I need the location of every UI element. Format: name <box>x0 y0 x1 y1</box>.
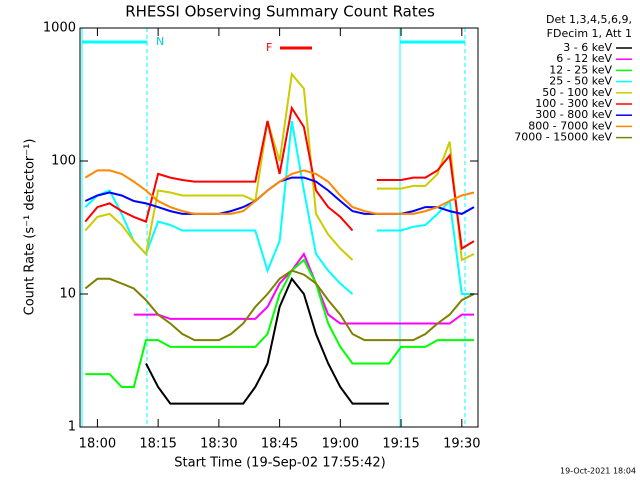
series-line <box>84 120 474 295</box>
series-line <box>84 169 475 215</box>
flare-label: F <box>266 41 272 54</box>
x-tick-label: 18:15 <box>139 437 176 452</box>
plot-area <box>84 71 475 405</box>
x-tick-label: 18:45 <box>261 437 298 452</box>
legend-label: 3 - 6 keV <box>563 41 612 54</box>
legend-title: Det 1,3,4,5,6,9, <box>546 13 632 26</box>
x-tick-label: 19:00 <box>322 437 359 452</box>
legend-label: 300 - 800 keV <box>535 108 612 121</box>
y-tick-label: 10 <box>59 287 76 302</box>
x-tick-label: 19:30 <box>443 437 480 452</box>
timestamp: 19-Oct-2021 18:04 <box>560 467 636 476</box>
legend-label: 12 - 25 keV <box>549 63 612 76</box>
legend-label: 7000 - 15000 keV <box>514 131 612 144</box>
x-tick-label: 18:30 <box>200 437 237 452</box>
series-line <box>85 258 474 388</box>
plot-frame <box>79 27 479 428</box>
legend-title: FDecim 1, Att 1 <box>547 27 632 40</box>
x-tick-label: 19:15 <box>382 437 419 452</box>
legend-label: 800 - 7000 keV <box>528 119 612 132</box>
x-tick-label: 18:00 <box>79 437 116 452</box>
y-axis-label: Count Rate (s⁻¹ detector⁻¹) <box>23 139 38 316</box>
series-line <box>133 251 474 325</box>
series-line <box>84 269 475 342</box>
series-line <box>145 276 389 405</box>
orbit-markers <box>81 28 466 427</box>
y-tick-label: 100 <box>51 154 76 169</box>
chart-title: RHESSI Observing Summary Count Rates <box>125 3 435 21</box>
y-tick-label: 1000 <box>43 21 76 36</box>
legend-label: 50 - 100 keV <box>542 86 612 99</box>
x-axis-label: Start Time (19-Sep-02 17:55:42) <box>174 456 385 471</box>
legend-label: 6 - 12 keV <box>556 52 612 65</box>
legend-label: 25 - 50 keV <box>549 75 612 88</box>
y-tick-label: 1 <box>68 420 76 435</box>
legend-label: 100 - 300 keV <box>535 97 612 110</box>
series-line <box>84 105 475 251</box>
night-label: N <box>156 35 164 48</box>
